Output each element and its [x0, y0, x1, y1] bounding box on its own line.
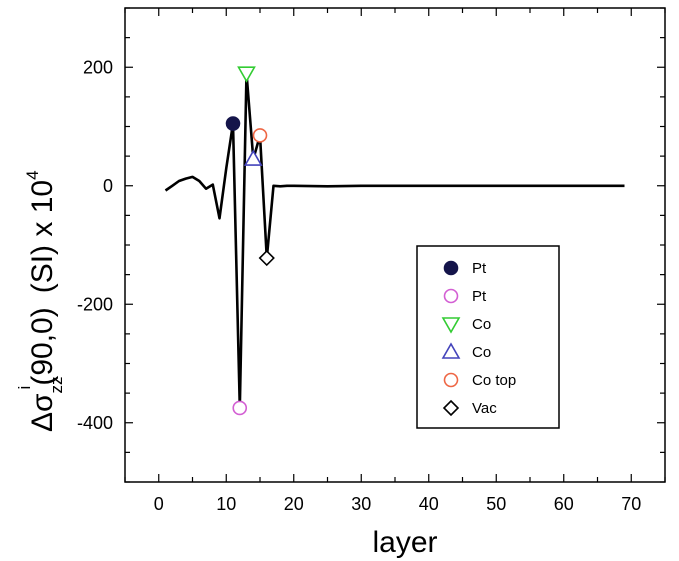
- y-axis-title-superscript: i: [15, 386, 34, 390]
- legend-label: Co: [472, 316, 491, 333]
- y-axis-title-main: Δσ: [26, 393, 59, 432]
- x-tick-label: 50: [486, 494, 506, 514]
- legend-marker: [443, 260, 459, 276]
- x-tick-label: 20: [284, 494, 304, 514]
- svg-text:Δσzzi(90,0)(SI) x 104: Δσzz i(90,0) (SI) x 104: [15, 170, 66, 432]
- legend-label: Pt: [472, 288, 487, 305]
- legend-label: Vac: [472, 400, 497, 417]
- x-tick-label: 10: [216, 494, 236, 514]
- x-tick-label: 0: [154, 494, 164, 514]
- y-tick-label: -400: [77, 413, 113, 433]
- x-tick-label: 30: [351, 494, 371, 514]
- legend-marker: [442, 399, 460, 417]
- data-marker: [258, 249, 275, 267]
- data-marker: [237, 66, 256, 83]
- legend-box: [416, 245, 560, 429]
- y-axis-title-subscript: zz: [47, 376, 66, 393]
- y-axis-ticks: -400 -200 0 200: [77, 7, 665, 483]
- x-axis-title: layer: [372, 526, 437, 559]
- y-axis-title-args: (90,0): [26, 307, 59, 385]
- data-marker: [232, 400, 248, 416]
- series-line: [164, 71, 625, 410]
- data-marker: [243, 149, 263, 166]
- plot-frame: [124, 7, 666, 483]
- y-tick-label: 0: [103, 176, 113, 196]
- legend-label: Co: [472, 344, 491, 361]
- x-tick-label: 60: [554, 494, 574, 514]
- data-marker: [225, 116, 241, 131]
- y-tick-label: 200: [83, 57, 113, 77]
- legend-marker: [441, 342, 461, 359]
- legend: Pt Pt Co Co Co top Vac: [416, 245, 560, 429]
- legend-label: Pt: [472, 260, 487, 277]
- legend-marker: [441, 317, 461, 334]
- y-tick-label: -200: [77, 294, 113, 314]
- legend-marker: [443, 288, 459, 304]
- legend-label: Co top: [472, 372, 516, 389]
- data-marker: [252, 128, 268, 143]
- x-tick-label: 40: [419, 494, 439, 514]
- y-axis-title-exponent: 4: [23, 170, 42, 179]
- y-axis-title: Δσzz i(90,0) (SI) x 104: [15, 170, 66, 432]
- markers-layer: [225, 66, 275, 416]
- x-axis-ticks: 0 10 20 30 40 50 60 70: [124, 8, 666, 514]
- legend-marker: [443, 372, 459, 388]
- y-axis-title-units: (SI) x 10: [26, 180, 59, 293]
- x-tick-label: 70: [621, 494, 641, 514]
- series-layer: [164, 71, 625, 410]
